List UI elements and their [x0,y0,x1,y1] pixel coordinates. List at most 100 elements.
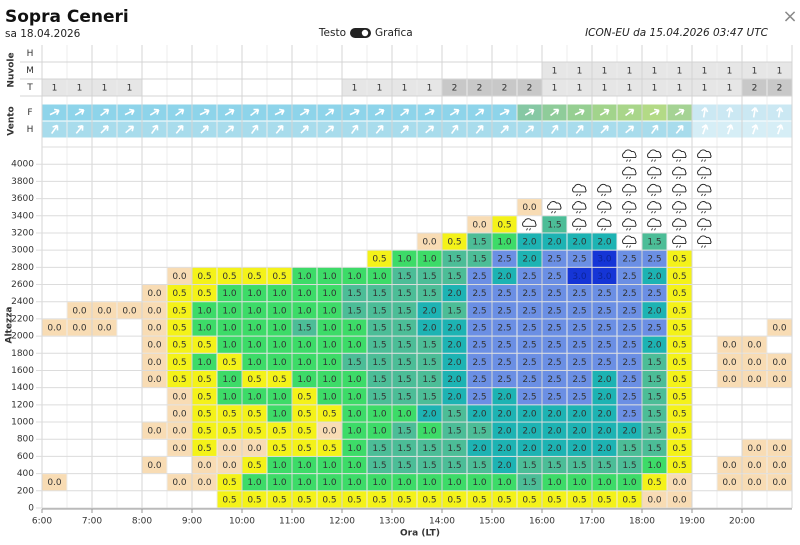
cell-value: 2.0 [597,375,612,385]
cell-value: 2.5 [472,306,486,316]
grid-cell [417,353,442,370]
cloud-icon [522,218,537,231]
cell-value: 0.0 [772,444,787,454]
cell-value: 0.5 [247,375,261,385]
y-axis-label: Altezza [5,306,15,343]
grid-cell [767,370,792,388]
grid-cell [542,285,567,302]
x-tick-label: 6:00 [32,517,52,527]
cell-value: 2.5 [572,341,586,351]
cell-value: 1.5 [447,461,461,471]
cell-value: 2.0 [497,444,512,454]
grid-cell [617,388,642,405]
grid-cell [242,285,267,302]
grid-cell [267,405,292,422]
grid-cell [167,422,192,439]
grid-cell [192,474,217,491]
grid-cell [42,319,67,336]
grid-cell [167,267,192,285]
y-tick-label: 1600 [11,366,34,376]
cell-value: 2.0 [572,238,587,248]
cloud-icon [647,201,662,214]
cell-value: 1.5 [472,461,486,471]
cloud-cell [442,79,467,96]
cloud-icon [622,149,637,162]
grid-cell [742,370,767,388]
cell-value: 1.0 [322,478,337,488]
cell-value: 2.0 [572,409,587,419]
cell-value: 1.0 [322,358,337,368]
grid-cell [542,456,567,474]
title: Sopra Ceneri [5,7,129,27]
grid-cell [617,370,642,388]
cell-value: 0.0 [722,478,737,488]
cell-value: 2.5 [472,324,486,334]
wind-row-label: F [27,108,32,118]
grid-cell [567,319,592,336]
grid-cell [467,353,492,370]
cell-value: 1.0 [647,461,662,471]
wind-arrow [299,108,310,116]
cell-value: 0.0 [472,220,487,230]
grid-cell [742,439,767,456]
wind-arrow [349,108,360,116]
cell-value: 0.5 [222,495,236,505]
grid-cell [417,474,442,491]
cell-value: 1.0 [347,409,362,419]
cloud-value: 1 [627,67,633,77]
grid-cell [192,422,217,439]
cell-value: 0.0 [172,427,187,437]
grid-cell [167,285,192,302]
cell-value: 0.5 [672,324,686,334]
wind-arrow [124,108,135,116]
wind-arrow [350,124,359,135]
grid-cell [242,474,267,491]
close-button[interactable]: × [782,6,797,27]
wind-arrow [375,124,384,134]
grid-cell [442,405,467,422]
cell-value: 2.0 [447,358,462,368]
cell-value: 2.0 [422,306,437,316]
wind-arrow [450,124,459,135]
cell-value: 1.5 [422,358,436,368]
cell-value: 2.5 [547,289,561,299]
y-tick-label: 2400 [11,297,34,307]
grid-cell [67,319,92,336]
cell-value: 2.0 [597,392,612,402]
cloud-icon [672,166,687,179]
cell-value: 2.5 [522,392,536,402]
cloud-cell [642,79,667,96]
grid-cell [267,474,292,491]
cell-value: 0.5 [322,409,336,419]
toggle-right-label[interactable]: Grafica [375,27,413,39]
cloud-cell [367,79,392,96]
grid-cell [167,353,192,370]
cell-value: 1.0 [322,272,337,282]
grid-cell [667,302,692,319]
cell-value: 0.5 [497,495,511,505]
grid-cell [542,422,567,439]
cell-value: 2.5 [497,289,511,299]
grid-cell [167,439,192,456]
wind-arrow [726,106,734,118]
grid-cell [667,267,692,285]
grid-cell [417,370,442,388]
grid-cell [417,405,442,422]
grid-cell [467,439,492,456]
cell-value: 1.0 [447,478,462,488]
cell-value: 0.0 [147,341,162,351]
grid-cell [317,439,342,456]
grid-cell [217,353,242,370]
cell-value: 1.5 [447,272,461,282]
cell-value: 0.0 [747,444,762,454]
cell-value: 1.0 [322,392,337,402]
cell-value: 0.0 [747,341,762,351]
wind-arrow [125,125,135,134]
grid-cell [242,388,267,405]
toggle-left-label[interactable]: Testo [318,27,346,39]
wind-arrow [199,108,210,116]
grid-cell [392,456,417,474]
grid-cell [492,233,517,250]
grid-cell [567,388,592,405]
grid-cell [642,285,667,302]
